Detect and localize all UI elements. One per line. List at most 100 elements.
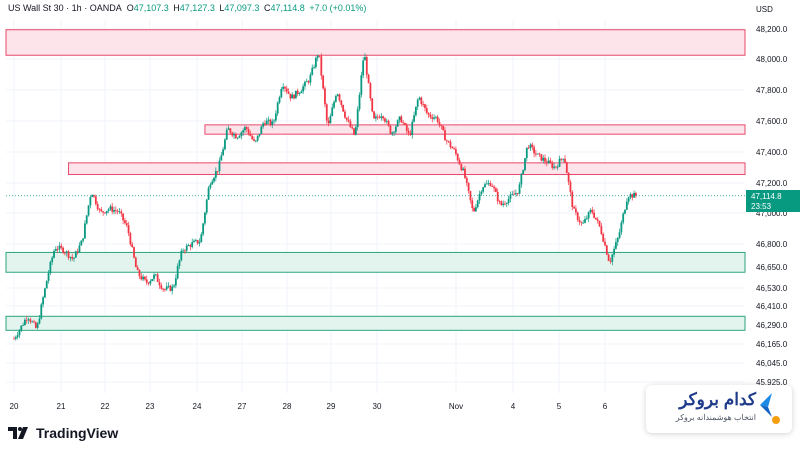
candle-body (424, 104, 426, 109)
candle-body (413, 115, 415, 122)
candle-body (231, 132, 234, 136)
candle-body (582, 222, 585, 224)
candle-body (578, 219, 581, 223)
candle-body (287, 91, 290, 94)
candle-body (87, 205, 90, 216)
candle-body (333, 101, 335, 108)
candle-body (484, 184, 486, 188)
candle-body (365, 57, 368, 75)
candle-body (67, 251, 70, 258)
x-tick-label: 24 (193, 402, 202, 411)
candle-body (264, 123, 266, 125)
candle-body (305, 81, 308, 83)
candle-body (622, 213, 625, 223)
candle-body (98, 209, 101, 210)
candle-body (387, 120, 390, 126)
candle-body (242, 130, 245, 133)
candle-body (38, 318, 41, 324)
zones-layer (5, 29, 746, 331)
candle-body (134, 257, 137, 268)
candle-body (565, 162, 568, 174)
candle-body (238, 136, 241, 138)
candle-body (29, 319, 32, 322)
brand-name: کدام بروکر (679, 390, 756, 409)
candle-body (211, 181, 214, 185)
candle-body (229, 128, 232, 133)
x-tick-label: 21 (57, 402, 66, 411)
candle-body (189, 245, 192, 247)
candle-body (589, 209, 592, 213)
candle-body (102, 211, 105, 213)
bar-countdown: 23:53 (751, 202, 772, 211)
candle-body (465, 177, 468, 183)
candle-body (409, 133, 412, 135)
candle-body (400, 116, 403, 123)
candle-body (104, 212, 106, 214)
candle-body (324, 88, 326, 105)
candle-body (65, 251, 68, 253)
candle-body (240, 132, 243, 137)
candle-body (389, 125, 392, 134)
candle-body (78, 245, 81, 253)
candle-body (595, 217, 597, 220)
candle-body (84, 223, 86, 239)
candle-body (158, 281, 161, 286)
candle-body (347, 119, 350, 122)
candle-body (616, 237, 619, 243)
candle-body (140, 276, 143, 280)
candle-body (224, 139, 226, 150)
axes-layer: 48,200.0 48,000.0 47,800.0 47,600.0 47,400.0… (10, 25, 788, 411)
currency-label: USD (756, 5, 773, 14)
candle-body (16, 335, 19, 338)
x-tick-label: 5 (557, 402, 562, 411)
candle-body (174, 278, 177, 286)
candle-body (414, 106, 417, 116)
candles-layer (13, 53, 637, 341)
candle-body (607, 254, 610, 261)
y-tick-label: 46,165.0 (756, 340, 788, 349)
candle-body (113, 210, 115, 212)
tradingview-logo[interactable]: TradingView (8, 425, 118, 441)
candle-body (436, 116, 439, 123)
candle-body (420, 97, 423, 105)
chart-header: US Wall St 30 · 1h · OANDA O47,107.3 H47… (8, 3, 366, 13)
candle-body (251, 135, 254, 140)
candle-body (296, 90, 299, 95)
candle-body (69, 256, 72, 258)
candle-body (433, 117, 435, 119)
candle-body (587, 212, 590, 219)
candle-body (334, 96, 337, 102)
candle-body (53, 250, 55, 258)
candle-body (165, 286, 168, 290)
candle-body (185, 245, 188, 251)
candle-body (631, 194, 634, 198)
candle-body (300, 91, 303, 94)
low-label: L (219, 3, 225, 13)
candle-body (180, 250, 183, 261)
x-tick-label: 23 (146, 402, 155, 411)
y-tick-label: 48,000.0 (756, 55, 788, 64)
zone-resistance-0 (5, 29, 746, 56)
candle-body (431, 117, 434, 119)
candle-body (129, 233, 132, 245)
candle-body (562, 158, 565, 160)
candle-body (618, 232, 621, 238)
x-tick-label: 6 (603, 402, 608, 411)
candle-body (51, 257, 54, 262)
candle-body (573, 206, 575, 209)
candle-body (327, 120, 330, 124)
candle-body (120, 211, 123, 214)
candle-body (489, 183, 492, 187)
symbol-label[interactable]: US Wall St 30 · 1h · OANDA (8, 3, 122, 13)
candle-body (187, 245, 190, 246)
candle-body (31, 321, 34, 323)
candle-body (493, 186, 495, 189)
candle-body (207, 187, 210, 200)
candle-body (89, 197, 92, 206)
candle-body (511, 193, 514, 195)
candle-body (464, 168, 466, 178)
candle-body (218, 160, 221, 172)
candle-body (534, 153, 537, 155)
